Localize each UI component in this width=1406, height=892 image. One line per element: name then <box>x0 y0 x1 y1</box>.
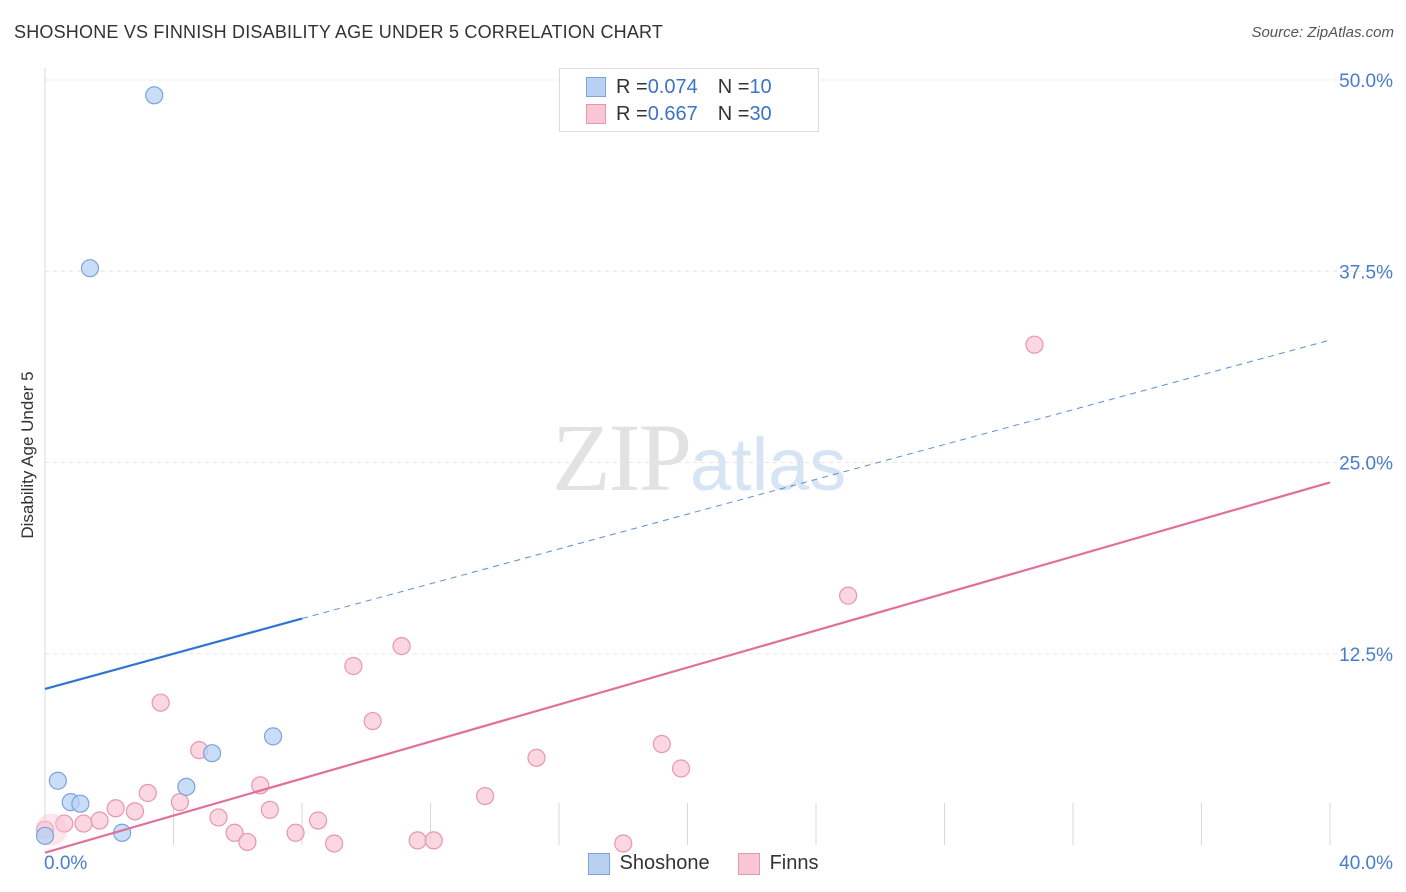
finns-point <box>209 808 228 827</box>
finns-point <box>1025 335 1044 354</box>
legend-n-label-shoshone: N = <box>717 75 750 98</box>
legend-r-label-finns: R = <box>616 102 648 125</box>
chart-title: SHOSHONE VS FINNISH DISABILITY AGE UNDER… <box>14 22 664 42</box>
series-legend: Shoshone Finns <box>0 852 1406 875</box>
watermark: ZIPatlas <box>552 402 846 513</box>
finns-point <box>138 783 157 803</box>
finns-point <box>671 759 691 778</box>
legend-swatch-finns <box>586 104 606 124</box>
finns-point <box>90 811 109 830</box>
shoshone-trendline-extension <box>301 339 1331 620</box>
finns-point <box>614 834 633 853</box>
shoshone-trendline <box>44 617 303 691</box>
legend-r-value-finns: 0.667 <box>647 102 698 125</box>
legend-r-value-shoshone: 0.074 <box>647 75 698 98</box>
watermark-zip: ZIP <box>552 404 692 511</box>
shoshone-point <box>202 744 222 763</box>
finns-point <box>225 823 244 842</box>
finns-point <box>527 748 546 767</box>
legend-n-value-finns: 30 <box>749 102 772 125</box>
finns-point <box>652 734 671 754</box>
finns-point <box>392 636 411 656</box>
finns-point <box>308 811 328 830</box>
shoshone-point <box>177 777 196 796</box>
y-tick-label: 25.0% <box>1339 454 1393 475</box>
finns-point <box>325 834 344 853</box>
shoshone-point <box>263 727 283 746</box>
series-swatch-finns <box>737 852 760 875</box>
legend-swatch-shoshone <box>586 77 606 97</box>
x-tick-label: 0.0% <box>44 853 87 874</box>
y-tick-label: 37.5% <box>1339 262 1393 283</box>
finns-point <box>106 799 125 818</box>
x-tick-label: 40.0% <box>1339 853 1393 874</box>
shoshone-point <box>145 86 164 105</box>
shoshone-point <box>48 771 67 790</box>
shoshone-point <box>80 259 100 278</box>
y-tick-label: 12.5% <box>1339 645 1393 666</box>
finns-point <box>170 793 190 812</box>
source-label: Source: ZipAtlas.com <box>1251 24 1394 41</box>
finns-point <box>344 656 363 676</box>
finns-point <box>408 831 427 850</box>
finns-point <box>55 814 74 833</box>
finns-point <box>476 786 495 806</box>
finns-point <box>286 823 305 842</box>
finns-point <box>839 586 858 605</box>
legend-row-finns: R = 0.667 N = 30 <box>586 101 772 127</box>
finns-point <box>74 814 93 833</box>
series-name-shoshone: Shoshone <box>619 852 710 874</box>
watermark-atlas: atlas <box>690 423 847 506</box>
series-legend-shoshone: Shoshone <box>587 852 710 875</box>
series-name-finns: Finns <box>769 852 819 874</box>
legend-n-value-shoshone: 10 <box>749 75 772 98</box>
finns-point <box>424 831 443 850</box>
y-tick-label: 50.0% <box>1339 71 1393 92</box>
shoshone-point <box>71 794 90 813</box>
shoshone-point <box>35 826 55 845</box>
finns-point <box>260 800 279 819</box>
stats-legend: R = 0.074 N = 10 R = 0.667 N = 30 <box>559 68 819 132</box>
legend-r-label-shoshone: R = <box>616 75 648 98</box>
finns-trendline <box>44 481 1331 854</box>
legend-row-shoshone: R = 0.074 N = 10 <box>586 74 772 100</box>
finns-point <box>238 832 257 852</box>
finns-point <box>125 802 145 821</box>
finns-point <box>363 711 382 731</box>
series-swatch-shoshone <box>587 852 610 875</box>
finns-point <box>151 693 170 712</box>
legend-n-label-finns: N = <box>717 102 750 125</box>
series-legend-finns: Finns <box>737 852 819 875</box>
